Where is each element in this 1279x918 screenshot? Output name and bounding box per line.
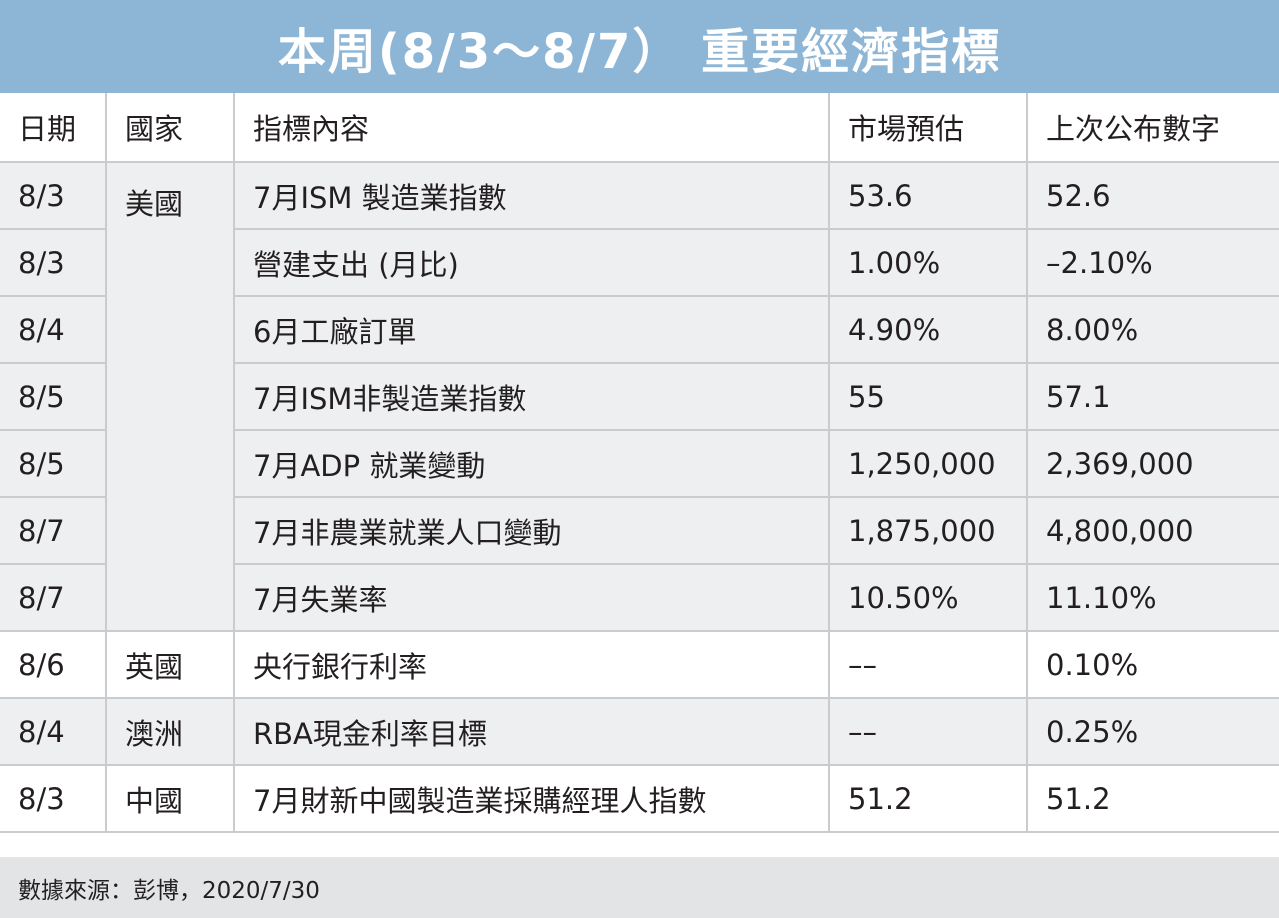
- cell-country: 中國: [106, 765, 235, 833]
- title-bar: 本周(8/3～8/7） 重要經濟指標: [0, 0, 1279, 93]
- cell-previous: 57.1: [1027, 363, 1279, 431]
- cell-indicator: 7月非農業就業人口變動: [234, 497, 830, 565]
- column-header-previous: 上次公布數字: [1027, 93, 1279, 163]
- page-title: 本周(8/3～8/7） 重要經濟指標: [277, 23, 1002, 80]
- source-bar: 數據來源：彭博，2020/7/30: [0, 857, 1279, 918]
- cell-country: 英國: [106, 631, 235, 699]
- cell-date: 8/4: [0, 296, 107, 364]
- table-row: 8/4 6月工廠訂單 4.90% 8.00%: [0, 296, 1279, 364]
- cell-previous: –2.10%: [1027, 229, 1279, 297]
- table-row: 8/5 7月ADP 就業變動 1,250,000 2,369,000: [0, 430, 1279, 498]
- cell-indicator: 央行銀行利率: [234, 631, 830, 699]
- cell-indicator: 7月ADP 就業變動: [234, 430, 830, 498]
- table-row: 8/6 英國 央行銀行利率 –– 0.10%: [0, 631, 1279, 699]
- cell-indicator: 6月工廠訂單: [234, 296, 830, 364]
- cell-forecast: 4.90%: [829, 296, 1028, 364]
- cell-forecast: 1,250,000: [829, 430, 1028, 498]
- cell-date: 8/3: [0, 765, 107, 833]
- cell-indicator: 7月ISM非製造業指數: [234, 363, 830, 431]
- cell-indicator: 7月財新中國製造業採購經理人指數: [234, 765, 830, 833]
- table-row: 8/4 澳洲 RBA現金利率目標 –– 0.25%: [0, 698, 1279, 766]
- cell-date: 8/7: [0, 564, 107, 632]
- cell-country: 美國: [106, 162, 235, 632]
- cell-date: 8/4: [0, 698, 107, 766]
- cell-forecast: 1.00%: [829, 229, 1028, 297]
- cell-date: 8/3: [0, 162, 107, 230]
- table-row: 8/3 營建支出 (月比) 1.00% –2.10%: [0, 229, 1279, 297]
- column-header-date: 日期: [0, 93, 107, 163]
- cell-previous: 8.00%: [1027, 296, 1279, 364]
- cell-previous: 2,369,000: [1027, 430, 1279, 498]
- cell-previous: 0.10%: [1027, 631, 1279, 699]
- cell-previous: 11.10%: [1027, 564, 1279, 632]
- table-header-row: 日期 國家 指標內容 市場預估 上次公布數字: [0, 93, 1279, 163]
- column-header-forecast: 市場預估: [829, 93, 1028, 163]
- cell-forecast: 1,875,000: [829, 497, 1028, 565]
- cell-date: 8/6: [0, 631, 107, 699]
- cell-indicator: 7月失業率: [234, 564, 830, 632]
- cell-forecast: ––: [829, 631, 1028, 699]
- cell-date: 8/7: [0, 497, 107, 565]
- cell-date: 8/5: [0, 363, 107, 431]
- column-header-country: 國家: [106, 93, 235, 163]
- column-header-indicator: 指標內容: [234, 93, 830, 163]
- cell-date: 8/5: [0, 430, 107, 498]
- table-row: 8/3 中國 7月財新中國製造業採購經理人指數 51.2 51.2: [0, 765, 1279, 833]
- cell-previous: 52.6: [1027, 162, 1279, 230]
- cell-forecast: 55: [829, 363, 1028, 431]
- source-note: 數據來源：彭博，2020/7/30: [18, 877, 320, 904]
- cell-indicator: RBA現金利率目標: [234, 698, 830, 766]
- cell-indicator: 7月ISM 製造業指數: [234, 162, 830, 230]
- cell-forecast: 53.6: [829, 162, 1028, 230]
- table-row: 8/7 7月失業率 10.50% 11.10%: [0, 564, 1279, 632]
- table-row: 8/3 美國 7月ISM 製造業指數 53.6 52.6: [0, 162, 1279, 632]
- table-row: 8/7 7月非農業就業人口變動 1,875,000 4,800,000: [0, 497, 1279, 565]
- cell-forecast: ––: [829, 698, 1028, 766]
- cell-forecast: 51.2: [829, 765, 1028, 833]
- cell-date: 8/3: [0, 229, 107, 297]
- cell-previous: 4,800,000: [1027, 497, 1279, 565]
- indicator-table: 日期 國家 指標內容 市場預估 上次公布數字 8/3 美國 7月ISM 製造業指…: [0, 93, 1279, 833]
- table-row: 8/5 7月ISM非製造業指數 55 57.1: [0, 363, 1279, 431]
- cell-previous: 51.2: [1027, 765, 1279, 833]
- cell-country: 澳洲: [106, 698, 235, 766]
- cell-previous: 0.25%: [1027, 698, 1279, 766]
- cell-forecast: 10.50%: [829, 564, 1028, 632]
- cell-indicator: 營建支出 (月比): [234, 229, 830, 297]
